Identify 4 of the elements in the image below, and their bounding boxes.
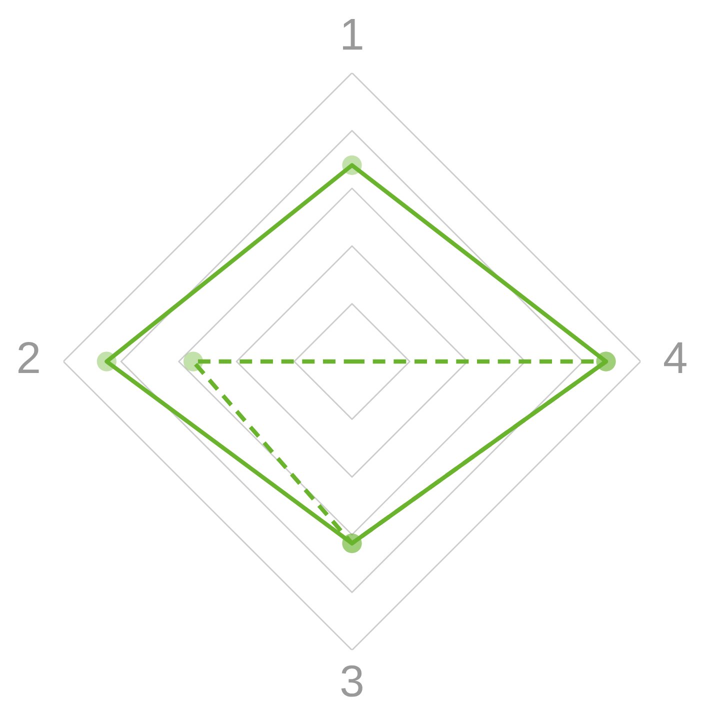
spoke-label: 2 <box>18 342 39 373</box>
spoke-label: 1 <box>343 19 362 50</box>
spoke-label: 4 <box>664 342 686 373</box>
spoke-label: 3 <box>341 665 362 697</box>
